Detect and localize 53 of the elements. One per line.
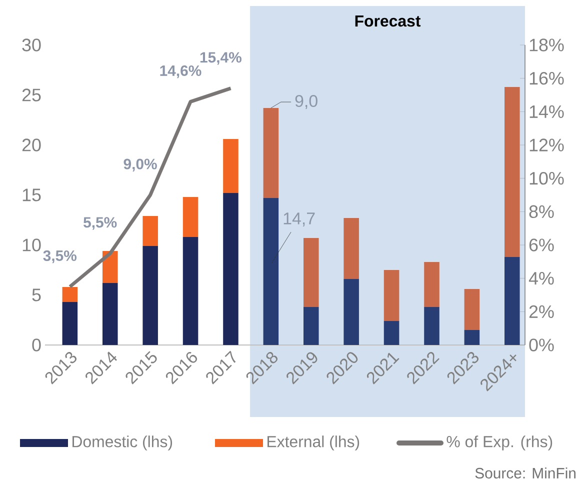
bar (102, 283, 118, 345)
data-label: 15,4% (200, 52, 242, 65)
bar (182, 237, 198, 345)
bar (62, 302, 78, 345)
data-label: 9,0 (295, 95, 318, 109)
y2-tick-label: 18% (530, 38, 564, 52)
y2-tick-label: 2% (529, 305, 554, 318)
y-tick-label: 20 (22, 138, 41, 152)
y-tick-label: 15 (22, 188, 41, 202)
bar (464, 330, 480, 345)
data-label: 14,7 (284, 212, 315, 226)
bar (102, 251, 118, 283)
bar (263, 108, 279, 198)
bar (504, 87, 520, 257)
legend-label: % of Exp. (rhs) (446, 436, 552, 450)
bar (142, 246, 158, 345)
y-tick-label: 0 (32, 338, 41, 352)
data-label: 5,5% (84, 217, 117, 230)
bar (384, 321, 400, 345)
y2-tick-label: 16% (530, 72, 564, 85)
source-note: Source: MinFin (475, 468, 576, 478)
legend-label: External (lhs) (268, 436, 360, 450)
bar (464, 289, 480, 330)
y2-tick-label: 12% (530, 138, 564, 152)
y-tick-label: 5 (32, 288, 41, 302)
y-tick-label: 10 (22, 238, 41, 252)
legend-label: Domestic (lhs) (72, 436, 172, 450)
y2-tick-label: 0% (529, 338, 554, 352)
bar (424, 262, 440, 307)
bar (303, 307, 319, 345)
bar (384, 270, 400, 321)
bar (303, 238, 319, 307)
y-tick-label: 25 (22, 88, 41, 102)
bar (223, 139, 238, 193)
bar (344, 279, 359, 345)
bar (504, 257, 520, 345)
data-label: 3,5% (43, 250, 77, 264)
bar (62, 287, 78, 302)
bar (223, 193, 238, 345)
y2-tick-label: 4% (528, 272, 554, 285)
data-label: 14,6% (160, 65, 202, 78)
y2-tick-label: 14% (530, 105, 564, 118)
bar (182, 197, 198, 237)
bar (142, 216, 158, 246)
bar (263, 198, 279, 345)
data-label: 9,0% (124, 158, 157, 172)
y2-tick-label: 6% (529, 238, 554, 252)
y2-tick-label: 8% (529, 205, 554, 218)
band-label: Forecast (355, 16, 421, 27)
bar (344, 218, 359, 279)
y2-tick-label: 10% (530, 172, 564, 185)
bar (424, 307, 440, 345)
y-tick-label: 30 (22, 38, 41, 52)
